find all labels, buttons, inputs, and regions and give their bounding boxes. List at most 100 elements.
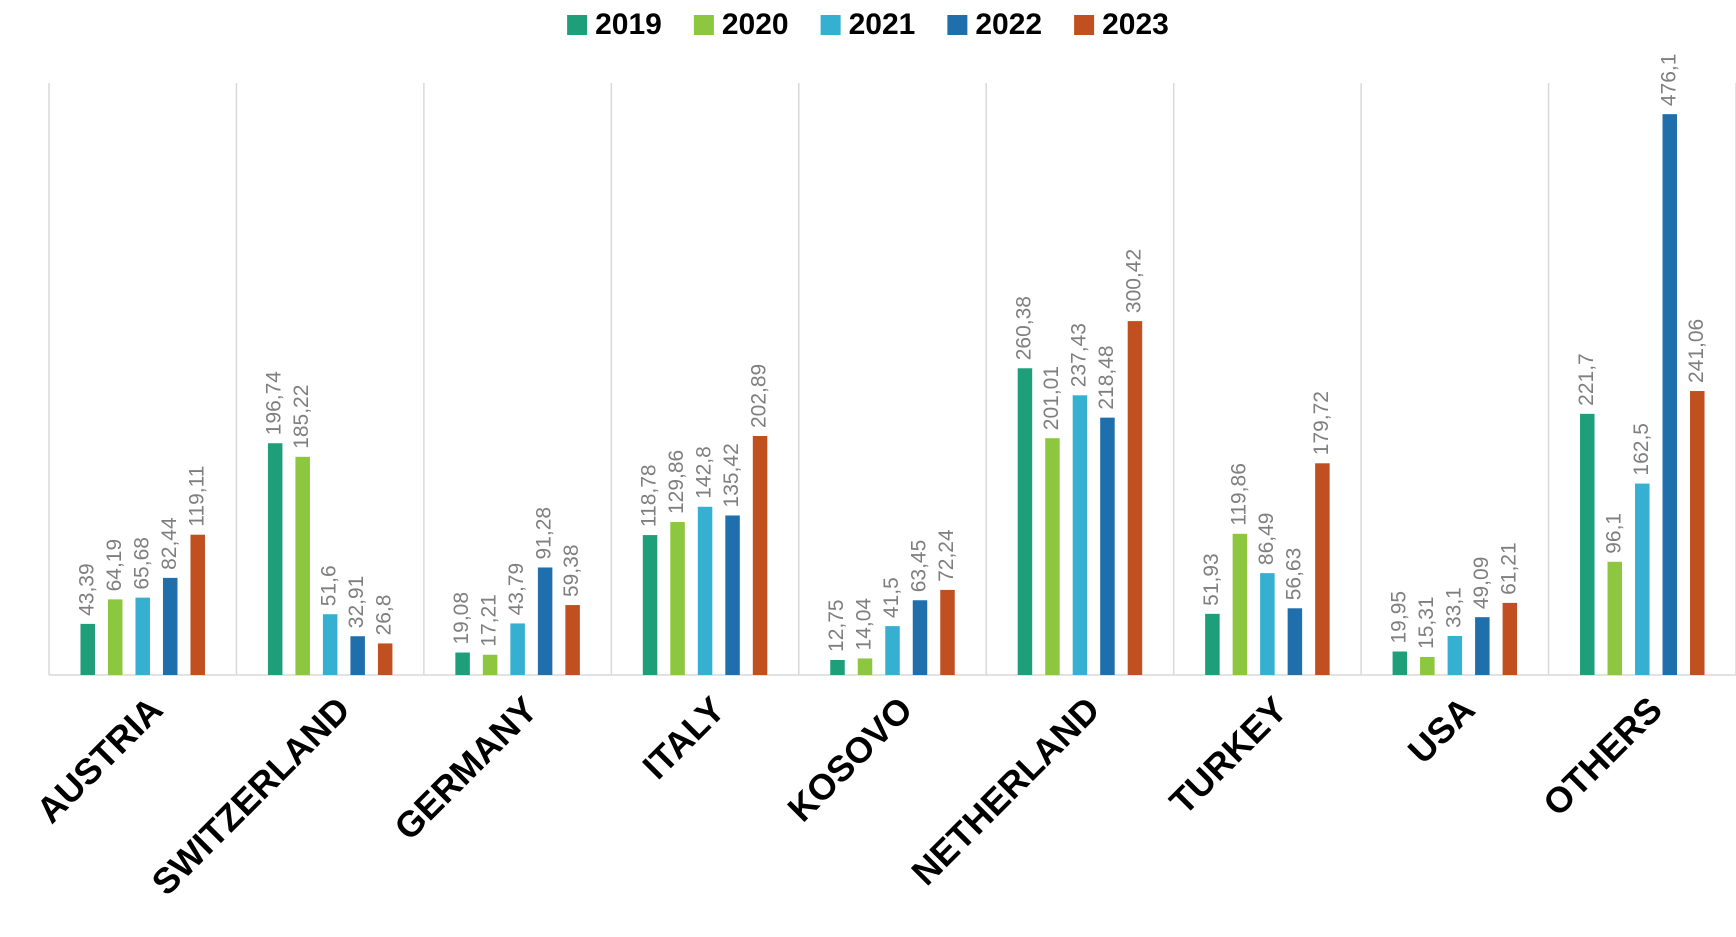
x-tick-label: ITALY	[634, 689, 732, 787]
data-label: 241,06	[1685, 319, 1708, 383]
legend-item: 2023	[1074, 8, 1169, 41]
data-label: 179,72	[1310, 391, 1333, 455]
data-label: 33,1	[1442, 587, 1465, 628]
bar	[107, 599, 123, 675]
data-label: 142,8	[693, 446, 716, 499]
bar	[1447, 636, 1463, 675]
bar	[1475, 617, 1490, 675]
bar	[830, 659, 845, 675]
legend-swatch	[1074, 15, 1095, 35]
data-label: 49,09	[1470, 557, 1493, 610]
legend-label: 2023	[1102, 8, 1169, 41]
bar	[752, 435, 768, 675]
bar	[162, 577, 178, 675]
data-label: 260,38	[1012, 296, 1035, 360]
bar	[482, 654, 498, 675]
x-tick-label: GERMANY	[386, 689, 545, 848]
data-label: 65,68	[130, 537, 153, 590]
data-label: 61,21	[1497, 542, 1520, 595]
bar	[1607, 561, 1623, 675]
bar	[455, 652, 470, 675]
legend-label: 2021	[849, 8, 916, 41]
x-tick-label: SWITZERLAND	[144, 689, 358, 903]
bar	[267, 443, 283, 675]
data-label: 119,86	[1227, 463, 1250, 526]
data-label: 59,38	[560, 544, 583, 597]
x-tick-label: NETHERLAND	[903, 689, 1107, 893]
data-label: 201,01	[1040, 366, 1063, 430]
bar	[295, 456, 310, 675]
bar	[1205, 613, 1220, 675]
data-label: 14,04	[853, 598, 876, 651]
bar	[1072, 395, 1088, 675]
data-label: 162,5	[1630, 423, 1653, 476]
data-label: 19,08	[450, 592, 473, 645]
data-label: 43,79	[505, 563, 528, 616]
data-label: 185,22	[290, 385, 313, 449]
bar	[1662, 114, 1678, 676]
bar	[1287, 608, 1303, 675]
data-label: 476,1	[1657, 54, 1680, 107]
bar	[1635, 483, 1650, 675]
bar	[1232, 533, 1248, 675]
data-label: 51,93	[1200, 553, 1223, 606]
data-label: 63,45	[908, 540, 931, 593]
legend-label: 2022	[975, 8, 1042, 41]
data-label: 32,91	[345, 576, 368, 629]
bar	[80, 623, 95, 675]
data-label: 15,31	[1415, 596, 1438, 649]
data-label: 41,5	[880, 577, 903, 618]
bar	[940, 589, 955, 675]
bar	[670, 522, 685, 675]
data-label: 19,95	[1387, 591, 1410, 644]
bar	[1392, 651, 1408, 675]
data-label: 43,39	[75, 563, 98, 616]
bar	[135, 597, 150, 675]
bar	[537, 567, 553, 675]
legend-item: 2019	[567, 8, 662, 41]
data-label: 82,44	[158, 517, 181, 570]
bar	[190, 534, 205, 675]
data-label: 72,24	[935, 529, 958, 582]
bar	[642, 535, 658, 675]
data-label: 196,74	[263, 371, 286, 436]
data-label: 86,49	[1255, 513, 1278, 566]
bar	[1420, 656, 1435, 675]
data-label: 202,89	[748, 364, 771, 428]
bar	[1127, 321, 1143, 675]
bar	[350, 636, 365, 675]
bar	[565, 605, 580, 675]
bar	[1017, 368, 1033, 675]
data-label: 118,78	[638, 464, 661, 527]
bar	[697, 506, 713, 675]
legend-swatch	[820, 15, 841, 35]
x-tick-label: KOSOVO	[779, 689, 920, 830]
data-label: 56,63	[1282, 548, 1305, 601]
bar	[322, 614, 338, 675]
data-label: 129,86	[665, 450, 688, 514]
data-label: 135,42	[720, 443, 743, 507]
bar	[1580, 413, 1595, 675]
data-label: 26,8	[373, 595, 396, 636]
data-label: 237,43	[1067, 323, 1090, 387]
legend-label: 2020	[722, 8, 789, 41]
x-tick-label: USA	[1400, 689, 1483, 772]
legend-label: 2019	[595, 8, 662, 41]
data-label: 64,19	[103, 539, 126, 592]
legend: 2019 2020 2021 2022 2023	[567, 8, 1169, 41]
legend-swatch	[693, 15, 714, 35]
data-label: 12,75	[825, 599, 848, 652]
bar	[1260, 573, 1275, 675]
legend-item: 2022	[947, 8, 1042, 41]
data-label: 300,42	[1122, 249, 1145, 313]
x-tick-label: TURKEY	[1161, 689, 1295, 823]
bar	[1100, 417, 1115, 675]
bar	[1315, 463, 1330, 675]
x-tick-label: AUSTRIA	[28, 689, 170, 831]
data-label: 51,6	[318, 565, 341, 606]
data-label: 91,28	[533, 507, 556, 560]
data-label: 96,1	[1602, 513, 1625, 554]
bar	[857, 658, 873, 675]
data-label: 119,11	[185, 466, 208, 527]
